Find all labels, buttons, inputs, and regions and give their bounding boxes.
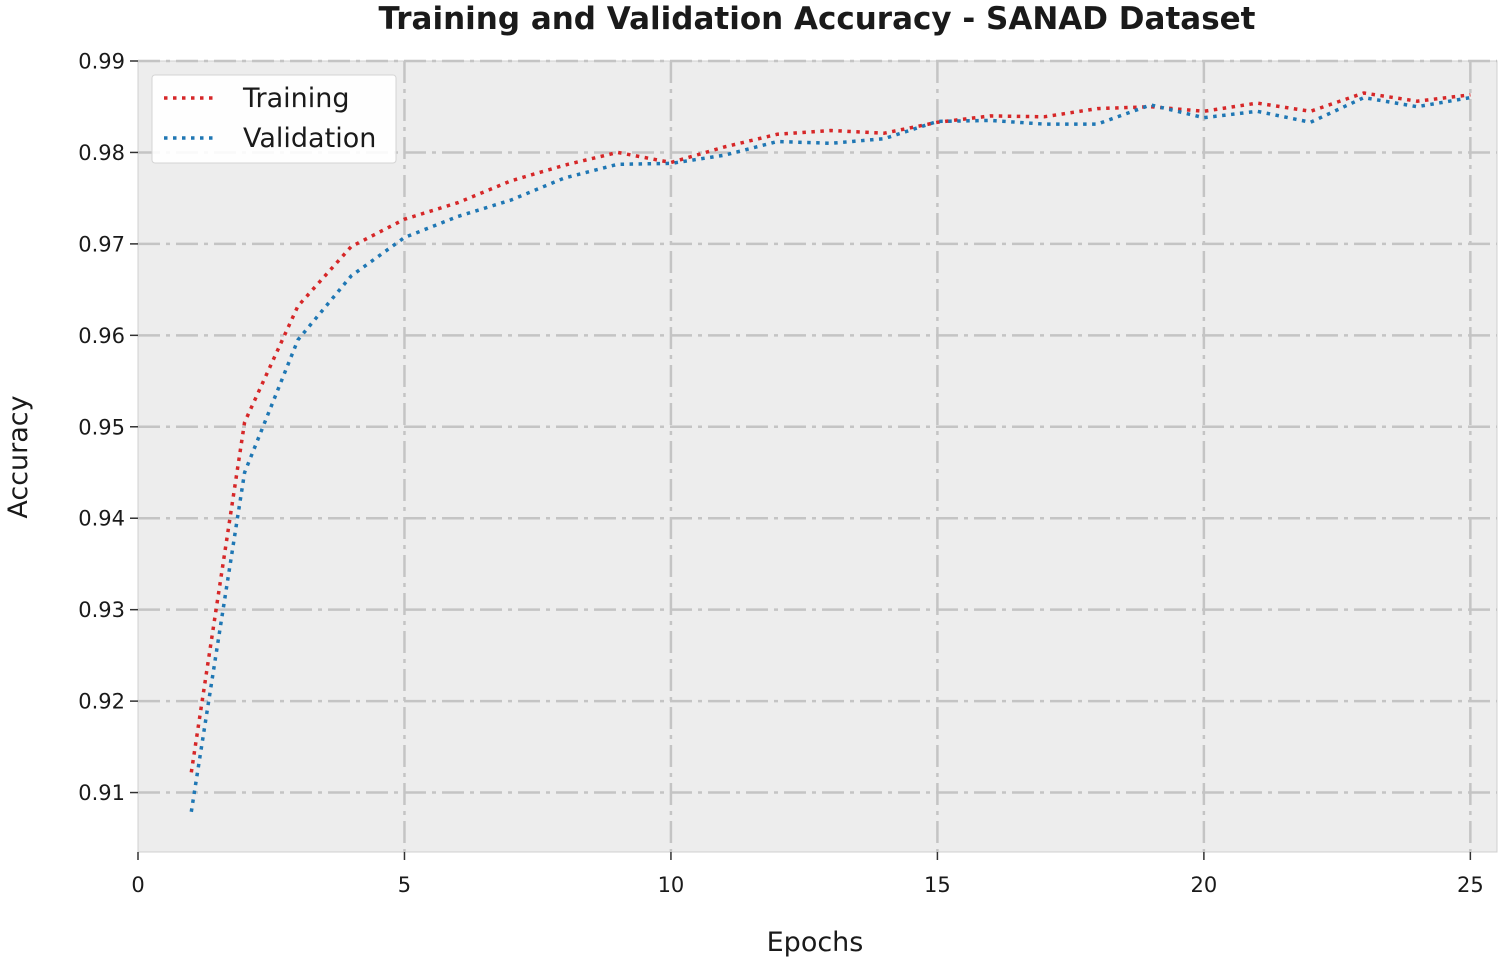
y-tick-label: 0.97: [78, 232, 125, 256]
plot-area: [137, 60, 1498, 853]
grid-lines: [138, 59, 1497, 852]
y-tick-label: 0.98: [78, 141, 125, 165]
y-axis-label: Accuracy: [3, 395, 34, 518]
legend: Training Validation: [151, 74, 397, 164]
y-tick-label: 0.91: [78, 781, 125, 805]
legend-box: [151, 74, 397, 164]
series-line-training: [189, 91, 1471, 773]
axes: 0.91 0.92 0.93 0.94 0.95 0.96 0.97 0.98 0.99 0 5 10…: [78, 50, 1483, 898]
legend-label-training: Training: [242, 83, 350, 114]
x-axis-label: Epochs: [767, 927, 864, 958]
chart-title: Training and Validation Accuracy - SANAD…: [379, 1, 1256, 37]
x-tick-label: 25: [1457, 873, 1484, 897]
legend-label-validation: Validation: [243, 123, 376, 154]
y-tick-label: 0.93: [78, 598, 125, 622]
y-tick-label: 0.99: [78, 50, 125, 74]
series-lines: [189, 91, 1471, 813]
x-tick-label: 20: [1191, 873, 1218, 897]
x-tick-label: 5: [398, 873, 411, 897]
y-tick-label: 0.92: [78, 690, 125, 714]
y-tick-label: 0.95: [78, 415, 125, 439]
y-tick-label: 0.94: [78, 507, 125, 531]
x-tick-label: 0: [131, 873, 144, 897]
x-tick-label: 15: [924, 873, 951, 897]
y-tick-label: 0.96: [78, 324, 125, 348]
x-tick-label: 10: [658, 873, 685, 897]
